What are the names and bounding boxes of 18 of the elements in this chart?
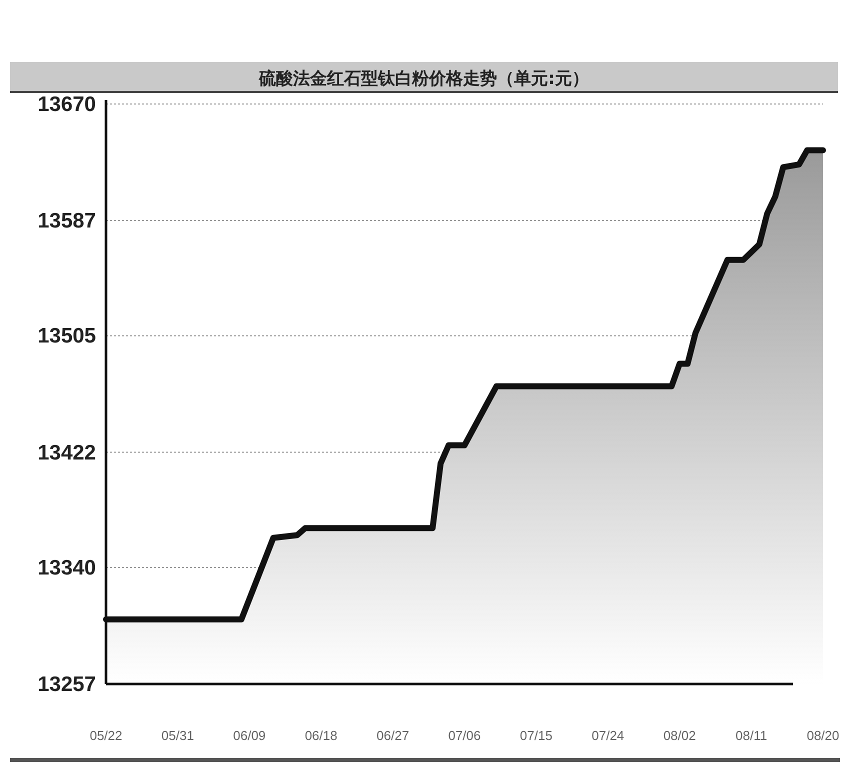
y-tick-label: 13670 <box>38 93 96 116</box>
x-tick-label: 08/11 <box>736 728 768 743</box>
y-tick-label: 13257 <box>38 673 96 696</box>
y-tick-label: 13422 <box>38 441 96 464</box>
x-tick-label: 07/24 <box>592 728 624 743</box>
chart-title: 硫酸法金红石型钛白粉价格走势（单元:元） <box>258 69 589 89</box>
y-tick-label: 13587 <box>38 210 96 233</box>
x-tick-label: 06/09 <box>233 728 266 743</box>
y-tick-label: 13340 <box>38 556 96 580</box>
x-tick-label: 08/20 <box>806 728 840 743</box>
x-tick-label: 05/22 <box>90 728 122 743</box>
x-tick-label: 08/02 <box>663 728 696 743</box>
x-tick-label: 05/31 <box>161 728 194 743</box>
x-tick-label: 06/27 <box>376 728 410 743</box>
x-tick-label: 07/06 <box>448 728 481 743</box>
x-tick-label: 06/18 <box>304 728 338 743</box>
x-tick-label: 07/15 <box>520 728 552 743</box>
y-tick-label: 13505 <box>38 324 96 348</box>
